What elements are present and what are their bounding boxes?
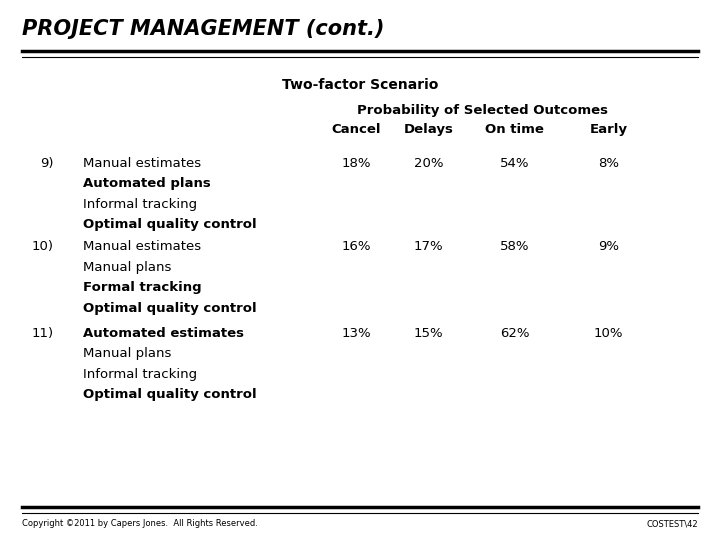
Text: Probability of Selected Outcomes: Probability of Selected Outcomes <box>357 104 608 117</box>
Text: Optimal quality control: Optimal quality control <box>83 218 256 231</box>
Text: Automated estimates: Automated estimates <box>83 327 244 340</box>
Text: Copyright ©2011 by Capers Jones.  All Rights Reserved.: Copyright ©2011 by Capers Jones. All Rig… <box>22 519 258 529</box>
Text: Early: Early <box>590 123 627 136</box>
Text: COSTEST\42: COSTEST\42 <box>647 519 698 529</box>
Text: On time: On time <box>485 123 544 136</box>
Text: 62%: 62% <box>500 327 529 340</box>
Text: 54%: 54% <box>500 157 529 170</box>
Text: Formal tracking: Formal tracking <box>83 281 202 294</box>
Text: Manual plans: Manual plans <box>83 261 171 274</box>
Text: 18%: 18% <box>342 157 371 170</box>
Text: 16%: 16% <box>342 240 371 253</box>
Text: 17%: 17% <box>413 240 444 253</box>
Text: 10%: 10% <box>594 327 623 340</box>
Text: Manual estimates: Manual estimates <box>83 240 201 253</box>
Text: 11): 11) <box>32 327 54 340</box>
Text: Delays: Delays <box>403 123 454 136</box>
Text: 13%: 13% <box>341 327 372 340</box>
Text: Automated plans: Automated plans <box>83 177 210 190</box>
Text: 58%: 58% <box>500 240 529 253</box>
Text: 20%: 20% <box>414 157 443 170</box>
Text: 9%: 9% <box>598 240 619 253</box>
Text: Informal tracking: Informal tracking <box>83 368 197 381</box>
Text: Manual plans: Manual plans <box>83 347 171 360</box>
Text: Optimal quality control: Optimal quality control <box>83 388 256 401</box>
Text: Cancel: Cancel <box>332 123 381 136</box>
Text: Informal tracking: Informal tracking <box>83 198 197 211</box>
Text: Two-factor Scenario: Two-factor Scenario <box>282 78 438 92</box>
Text: 9): 9) <box>40 157 54 170</box>
Text: 10): 10) <box>32 240 54 253</box>
Text: Optimal quality control: Optimal quality control <box>83 302 256 315</box>
Text: Manual estimates: Manual estimates <box>83 157 201 170</box>
Text: PROJECT MANAGEMENT (cont.): PROJECT MANAGEMENT (cont.) <box>22 19 384 39</box>
Text: 8%: 8% <box>598 157 619 170</box>
Text: 15%: 15% <box>413 327 444 340</box>
